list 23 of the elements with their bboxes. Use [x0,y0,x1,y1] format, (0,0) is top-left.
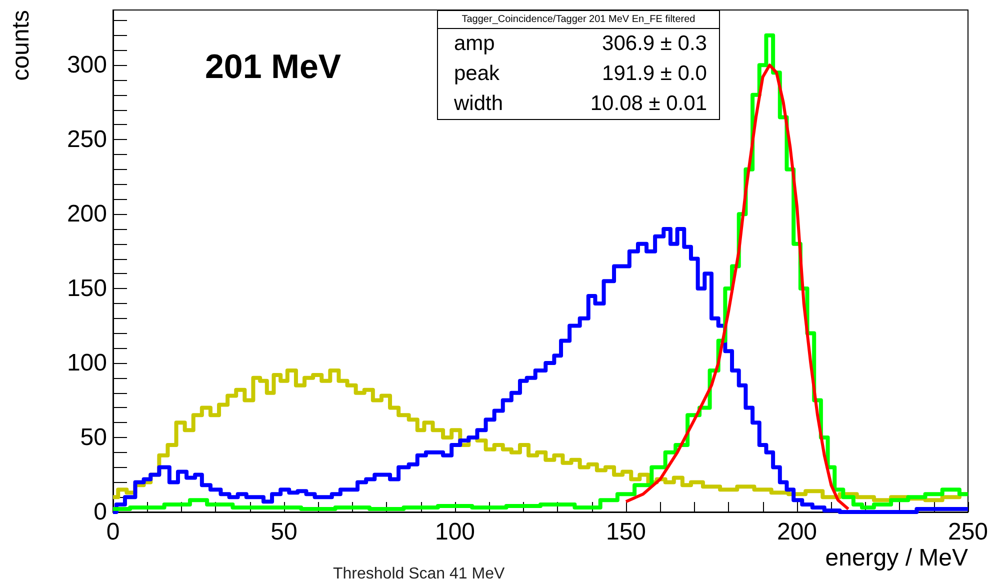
annotation: amp [454,31,495,57]
y-tick-label: 250 [66,126,107,154]
annotation: Tagger_Coincidence/Tagger 201 MeV En_FE filtered [438,11,719,29]
x-axis-title: energy / MeV [825,544,968,572]
y-tick-label: 50 [80,424,107,452]
annotation: 306.9 ± 0.3 [602,31,707,57]
annotation: 191.9 ± 0.0 [602,61,707,87]
x-tick-label: 200 [776,518,818,546]
annotation: peak [454,61,500,87]
y-axis-title: counts [8,10,34,81]
y-tick-label: 150 [66,275,107,302]
annotation: width [454,91,504,117]
x-tick-label: 150 [606,518,646,546]
y-tick-label: 100 [66,350,107,377]
y-tick-label: 0 [94,498,107,526]
annotation: 201 MeV [205,48,342,86]
x-tick-label: 100 [434,518,476,546]
x-tick-label: 50 [270,518,298,546]
y-tick-label: 200 [66,200,107,228]
y-tick-label: 300 [66,52,107,79]
x-tick-label: 250 [948,518,988,546]
annotation: 10.08 ± 0.01 [590,91,707,117]
text: Threshold Scan 41 MeV [333,566,505,582]
